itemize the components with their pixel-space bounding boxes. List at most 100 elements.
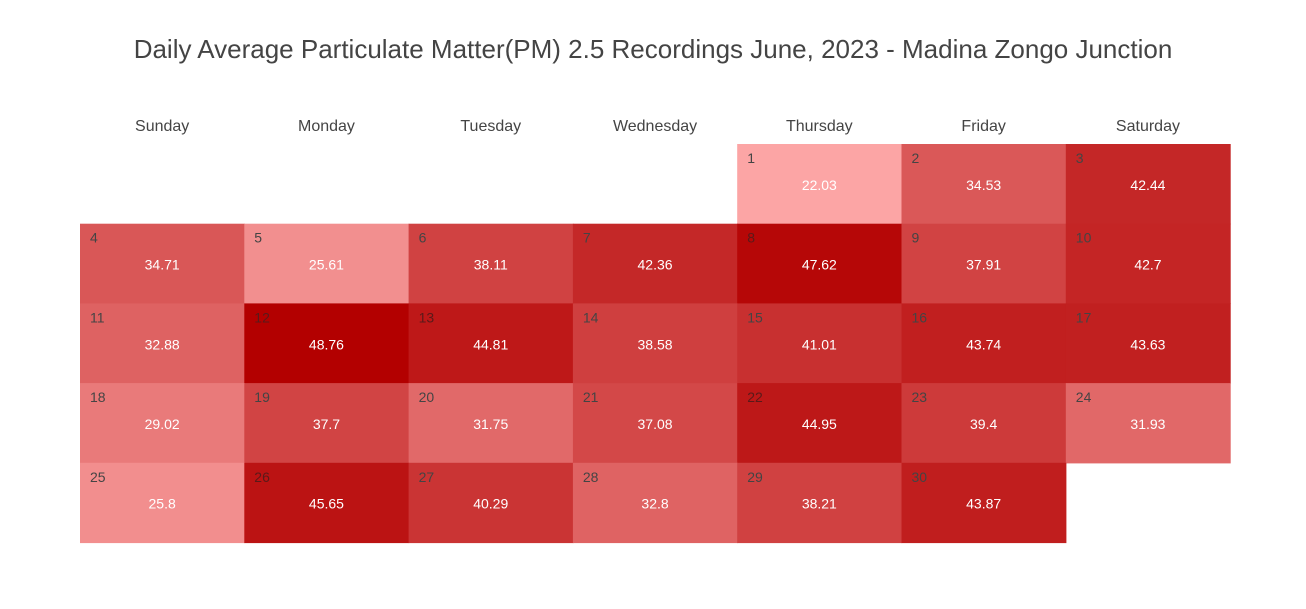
day-cell: 28 32.8 [572,462,738,544]
day-cell-rect [572,383,738,464]
day-cell-rect [901,462,1067,544]
day-cell-rect [244,223,410,304]
day-number-label: 14 [583,309,599,325]
pm25-value-label: 41.01 [802,336,837,352]
day-number-label: 30 [912,469,928,485]
day-number-label: 2 [912,150,920,166]
weekday-label: Monday [298,118,355,135]
day-number-label: 28 [583,469,599,485]
day-cell: 16 43.74 [901,303,1067,384]
day-cell: 742.36 [572,223,738,304]
calendar-cells: 122.03234.53342.44434.71525.61638.11742.… [80,144,1231,544]
day-cell: 29 38.21 [737,462,903,544]
day-cell: 11 32.88 [80,303,245,384]
day-cell: 23 39.4 [901,383,1067,464]
day-cell: 22 44.95 [737,383,903,464]
day-cell-rect [901,144,1067,225]
day-number-label: 20 [419,389,435,405]
pm25-value-label: 44.81 [473,336,508,352]
day-cell-rect [572,462,738,544]
day-number-label: 5 [254,230,262,246]
day-cell: 15 41.01 [737,303,903,384]
day-cell-rect [80,223,245,304]
pm25-value-label: 44.95 [802,416,837,432]
day-cell: 847.62 [737,223,903,304]
chart-title: Daily Average Particulate Matter(PM) 2.5… [134,34,1173,64]
day-number-label: 16 [912,309,928,325]
day-cell-rect [80,303,245,384]
day-cell: 10 42.7 [1065,223,1231,304]
day-cell: 234.53 [901,144,1067,225]
day-number-label: 4 [90,230,98,246]
day-number-label: 21 [583,389,599,405]
day-cell: 30 43.87 [901,462,1067,544]
day-cell-rect [901,303,1067,384]
pm25-value-label: 38.58 [638,336,673,352]
day-cell: 122.03 [737,144,903,225]
pm25-value-label: 45.65 [309,496,344,512]
pm25-value-label: 38.21 [802,496,837,512]
pm25-value-label: 42.7 [1134,257,1161,273]
day-cell-rect [737,144,903,225]
day-number-label: 9 [912,230,920,246]
pm25-value-label: 34.53 [966,177,1001,193]
day-cell-rect [901,383,1067,464]
day-cell-rect [80,383,245,464]
day-cell: 17 43.63 [1065,303,1231,384]
pm25-value-label: 43.74 [966,336,1001,352]
day-cell-rect [408,383,574,464]
day-cell-rect [244,303,410,384]
day-number-label: 27 [419,469,435,485]
pm25-value-label: 37.7 [313,416,340,432]
pm25-value-label: 22.03 [802,177,837,193]
day-cell: 937.91 [901,223,1067,304]
day-number-label: 25 [90,469,106,485]
day-number-label: 24 [1076,389,1092,405]
pm25-value-label: 37.91 [966,257,1001,273]
day-number-label: 23 [912,389,928,405]
day-number-label: 18 [90,389,106,405]
day-number-label: 22 [747,389,763,405]
day-cell-rect [244,383,410,464]
day-cell-rect [1065,144,1231,225]
day-cell-rect [408,223,574,304]
pm25-value-label: 25.61 [309,257,344,273]
day-number-label: 1 [747,150,755,166]
pm25-value-label: 48.76 [309,336,344,352]
day-cell-rect [1065,303,1231,384]
day-cell-rect [572,223,738,304]
day-number-label: 10 [1076,230,1092,246]
day-number-label: 26 [254,469,270,485]
pm25-value-label: 37.08 [638,416,673,432]
day-number-label: 3 [1076,150,1084,166]
day-cell-rect [572,303,738,384]
day-cell-rect [244,462,410,544]
day-number-label: 15 [747,309,763,325]
day-cell-rect [80,462,245,544]
day-cell: 13 44.81 [408,303,574,384]
day-cell-rect [1065,383,1231,464]
day-cell-rect [1065,223,1231,304]
day-number-label: 8 [747,230,755,246]
pm25-value-label: 29.02 [145,416,180,432]
day-number-label: 7 [583,230,591,246]
day-cell: 25 25.8 [80,462,245,544]
pm25-value-label: 42.36 [638,257,673,273]
weekday-label: Wednesday [613,118,697,135]
day-number-label: 17 [1076,309,1092,325]
weekday-label: Thursday [786,118,853,135]
pm25-value-label: 43.87 [966,496,1001,512]
day-cell: 18 29.02 [80,383,245,464]
day-cell: 525.61 [244,223,410,304]
day-cell: 14 38.58 [572,303,738,384]
pm25-value-label: 42.44 [1130,177,1165,193]
day-cell-rect [901,223,1067,304]
pm25-value-label: 32.8 [641,496,668,512]
pm25-value-label: 38.11 [474,257,508,273]
weekday-label: Sunday [135,118,189,135]
day-cell: 19 37.7 [244,383,410,464]
day-number-label: 19 [254,389,270,405]
day-cell: 638.11 [408,223,574,304]
pm25-value-label: 31.75 [473,416,508,432]
